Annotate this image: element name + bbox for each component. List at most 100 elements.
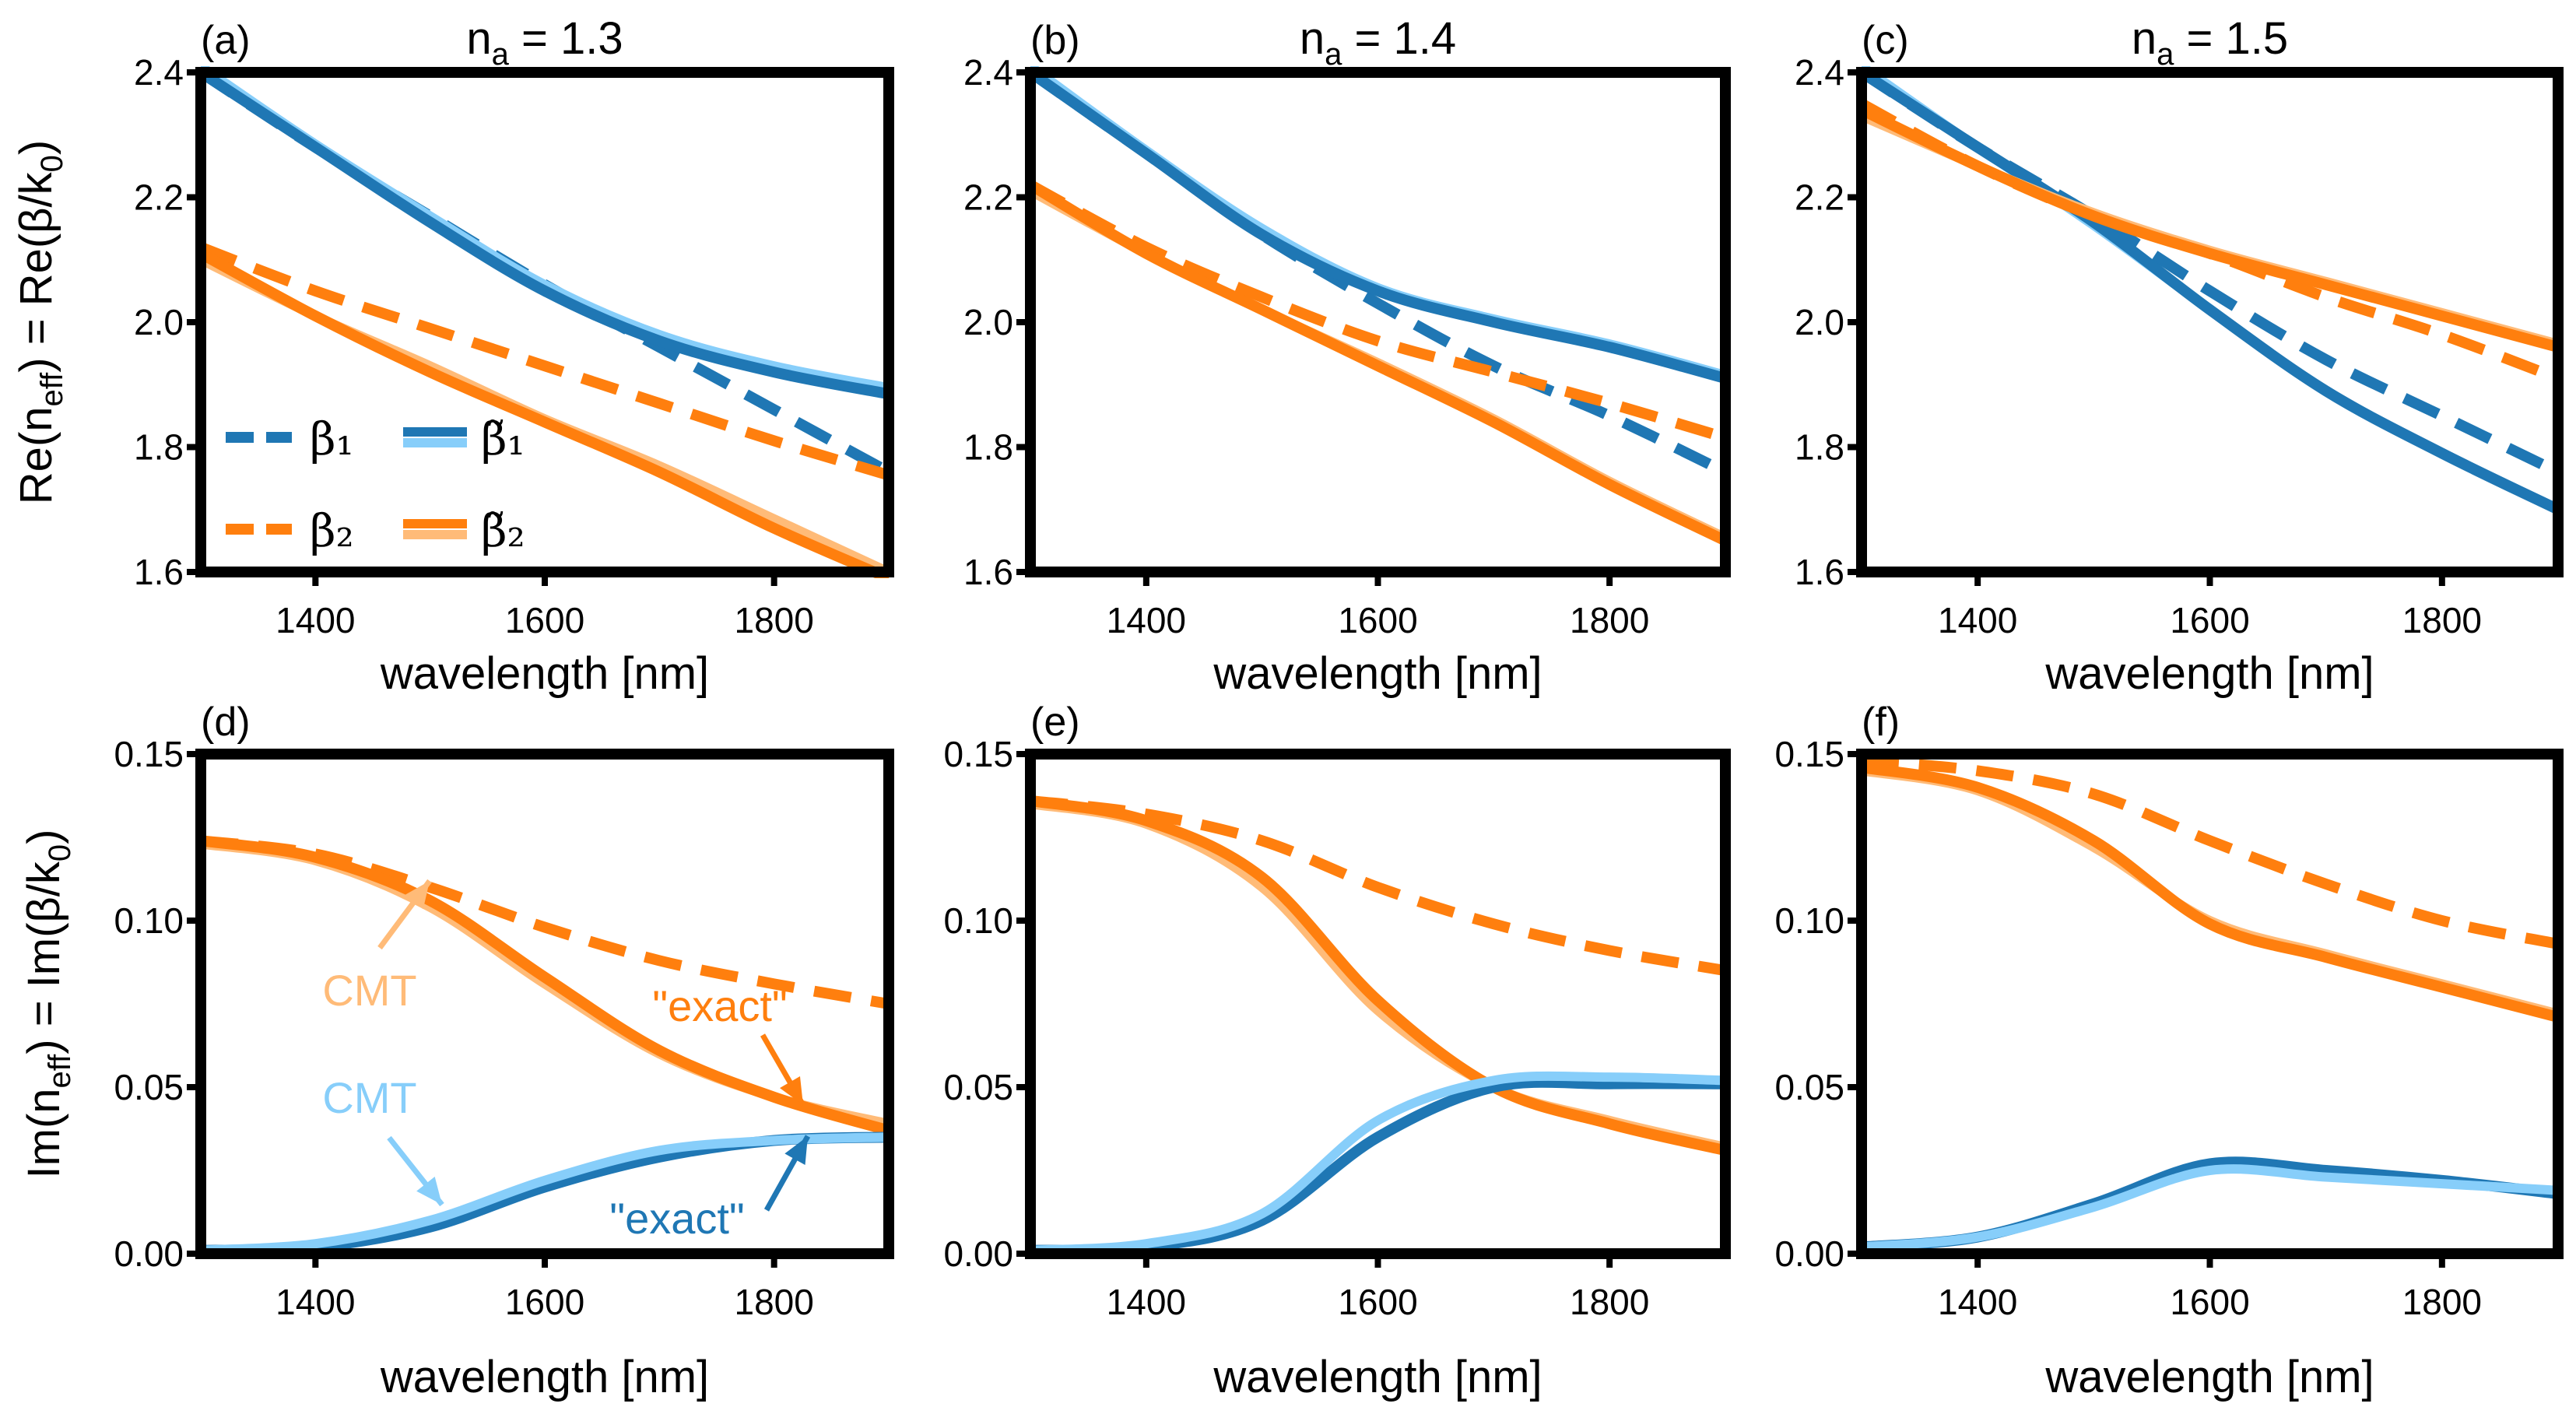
y-tick-label: 2.4 [1795, 52, 1844, 93]
y-tick-label: 0.10 [943, 900, 1013, 941]
x-tick-label: 1800 [1570, 1282, 1649, 1322]
legend-label: β₂ [310, 504, 354, 557]
y-tick-label: 0.10 [1774, 900, 1844, 941]
series-line-β1 [1862, 68, 2561, 477]
panel-d: 1400 1600 1800 0.00 0.05 0.10 0.15 wavelength [… [19, 700, 894, 1402]
x-tick-label: 1800 [2402, 600, 2482, 640]
y-tick-label: 0.05 [943, 1067, 1013, 1107]
series-line-β2 [1030, 180, 1727, 444]
y-axis-label: Re(neff) = Re(β/k0) [11, 140, 69, 504]
x-axis-label: wavelength [nm] [380, 1352, 709, 1402]
series-group [201, 835, 890, 1256]
y-label-part: ) = Im(β/k [19, 861, 69, 1054]
y-tick-label: 1.6 [134, 552, 184, 592]
series-line-β̃1-CMT [1030, 1071, 1726, 1255]
series-line-β2 [201, 242, 891, 481]
title-n: n [466, 13, 491, 64]
title-value: = 1.3 [509, 13, 623, 64]
x-tick-label: 1800 [734, 600, 813, 640]
title-sub: a [492, 37, 510, 72]
panel-title: na = 1.4 [1300, 13, 1456, 72]
x-tick-label: 1800 [2402, 1282, 2482, 1322]
x-tick-label: 1400 [1938, 1282, 2017, 1322]
y-tick-label: 0.15 [114, 734, 184, 774]
legend-label: β̃₂ [481, 504, 525, 557]
panel-label: (d) [201, 700, 251, 745]
arrow-head-icon [784, 1136, 808, 1165]
series-line-β̃1-CMT [201, 66, 890, 393]
series-line-β̃2-exact [201, 248, 891, 578]
series-line-β2 [1030, 795, 1727, 977]
y-tick-label: 0.15 [943, 734, 1013, 774]
y-tick-label: 1.8 [134, 427, 184, 468]
x-tick-label: 1400 [275, 1282, 355, 1322]
y-tick-label: 0.00 [114, 1233, 184, 1274]
panel-label: (c) [1862, 18, 1909, 63]
series-line-β̃2-exact [1030, 180, 1728, 546]
y-tick-label: 2.2 [1795, 177, 1844, 218]
y-label-part: Re(n [11, 406, 61, 504]
panel-label: (b) [1030, 18, 1080, 63]
x-axis-label: wavelength [nm] [1213, 1352, 1542, 1402]
series-line-β̃1-exact [1862, 68, 2561, 515]
arrow-head-icon [404, 881, 430, 910]
y-tick-label: 1.6 [1795, 552, 1844, 592]
y-tick-label: 1.6 [963, 552, 1013, 592]
y-tick-label: 1.8 [1795, 427, 1844, 468]
x-tick-label: 1600 [505, 1282, 584, 1322]
x-tick-label: 1400 [1107, 1282, 1186, 1322]
series-group [1862, 755, 2560, 1253]
title-sub: a [1325, 37, 1342, 72]
y-tick-label: 2.2 [134, 177, 184, 218]
arrow-head-icon [780, 1076, 803, 1105]
panel-a: 1400 1600 1800 1.6 1.8 2.0 2.2 2.4 wavelength [n… [11, 13, 894, 699]
y-tick-label: 0.00 [943, 1233, 1013, 1274]
x-tick-label: 1400 [1107, 600, 1186, 640]
x-tick-label: 1800 [1570, 600, 1649, 640]
y-tick-label: 2.0 [963, 302, 1013, 342]
panel-title: na = 1.5 [2132, 13, 2288, 72]
series-line-β̃1-exact [201, 1132, 890, 1256]
x-tick-label: 1800 [734, 1282, 813, 1322]
x-tick-label: 1600 [2170, 600, 2249, 640]
y-label-part: 0 [43, 844, 77, 861]
x-tick-label: 1400 [275, 600, 355, 640]
annotation-cmt-beta1: CMT [322, 1073, 416, 1122]
y-label-part: ) [19, 830, 69, 844]
series-line-β̃2-exact [1030, 795, 1727, 1156]
y-tick-label: 2.0 [1795, 302, 1844, 342]
x-tick-label: 1600 [1338, 1282, 1417, 1322]
series-line-β̃2-exact [201, 835, 890, 1136]
y-label-part: ) [11, 140, 61, 155]
annotations: CMT "exact" CMT "exact" [322, 879, 811, 1243]
legend-label: β̃₁ [481, 412, 525, 465]
y-tick-label: 0.05 [1774, 1067, 1844, 1107]
title-n: n [1300, 13, 1325, 64]
panel-label: (a) [201, 18, 251, 63]
x-axis-label: wavelength [nm] [2044, 1352, 2374, 1402]
series-line-β̃1-exact [201, 68, 890, 400]
y-label-part: Im(n [19, 1088, 69, 1178]
legend-label: β₁ [310, 412, 354, 465]
annotation-cmt-beta2: CMT [322, 966, 416, 1015]
x-tick-label: 1600 [2170, 1282, 2249, 1322]
y-label-part: eff [43, 1054, 77, 1089]
y-tick-label: 0.00 [1774, 1233, 1844, 1274]
series-line-β̃1-CMT [1862, 1164, 2559, 1252]
y-tick-label: 0.15 [1774, 734, 1844, 774]
series-line-β̃1-CMT [201, 1132, 890, 1255]
series-group [1862, 66, 2561, 515]
annotation-exact-beta1: "exact" [609, 1194, 745, 1243]
panel-e: 1400 1600 1800 0.00 0.05 0.10 0.15 wavelength [… [943, 700, 1731, 1402]
y-tick-label: 2.0 [134, 302, 184, 342]
panel-label: (e) [1030, 700, 1080, 745]
panel-f: 1400 1600 1800 0.00 0.05 0.10 0.15 wavelength [… [1774, 700, 2564, 1402]
series-line-β̃1-CMT [1030, 66, 1727, 381]
panel-label: (f) [1862, 700, 1900, 745]
series-line-β̃2-exact [1862, 762, 2560, 1023]
series-line-β̃2-exact [1862, 104, 2560, 353]
y-tick-label: 2.4 [963, 52, 1013, 93]
title-n: n [2132, 13, 2157, 64]
arrow-head-icon [416, 1177, 442, 1205]
title-sub: a [2157, 37, 2174, 72]
